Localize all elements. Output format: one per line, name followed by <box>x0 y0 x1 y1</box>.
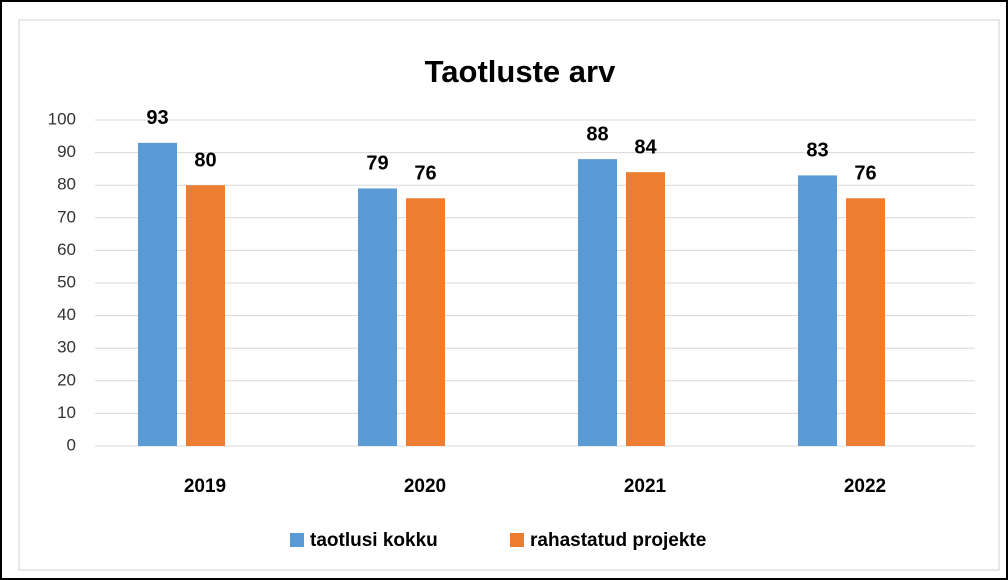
data-label: 76 <box>414 163 436 185</box>
y-tick-label: 40 <box>57 305 76 324</box>
y-tick-label: 80 <box>57 175 76 194</box>
y-tick-label: 50 <box>57 272 76 291</box>
y-tick-label: 100 <box>48 109 76 128</box>
data-label: 83 <box>806 140 828 162</box>
legend-label: taotlusi kokku <box>310 530 438 551</box>
bar <box>798 175 837 447</box>
x-tick-label: 2020 <box>404 476 446 497</box>
bar <box>578 159 617 446</box>
y-tick-label: 0 <box>67 435 76 454</box>
y-tick-label: 70 <box>57 207 76 226</box>
y-tick-label: 20 <box>57 370 76 389</box>
y-tick-label: 10 <box>57 403 76 422</box>
legend-swatch <box>290 533 304 547</box>
bar <box>846 198 885 446</box>
bar <box>358 188 397 446</box>
data-label: 76 <box>854 163 876 185</box>
data-label: 79 <box>366 153 388 175</box>
y-tick-label: 90 <box>57 142 76 161</box>
x-tick-label: 2021 <box>624 476 667 497</box>
chart-title: Taotluste arv <box>425 54 616 89</box>
legend-label: rahastatud projekte <box>530 530 706 551</box>
x-tick-label: 2019 <box>184 476 226 497</box>
data-label: 80 <box>194 149 216 171</box>
y-tick-label: 60 <box>57 240 76 259</box>
data-label: 93 <box>146 107 168 129</box>
x-tick-label: 2022 <box>844 476 886 497</box>
data-label: 84 <box>634 136 657 158</box>
legend-swatch <box>510 533 524 547</box>
data-label: 88 <box>586 123 608 145</box>
chart-frame <box>18 19 1000 571</box>
bar <box>406 198 445 446</box>
bar <box>186 185 225 446</box>
bar <box>138 142 177 446</box>
y-tick-label: 30 <box>57 338 76 357</box>
bar <box>626 172 665 446</box>
